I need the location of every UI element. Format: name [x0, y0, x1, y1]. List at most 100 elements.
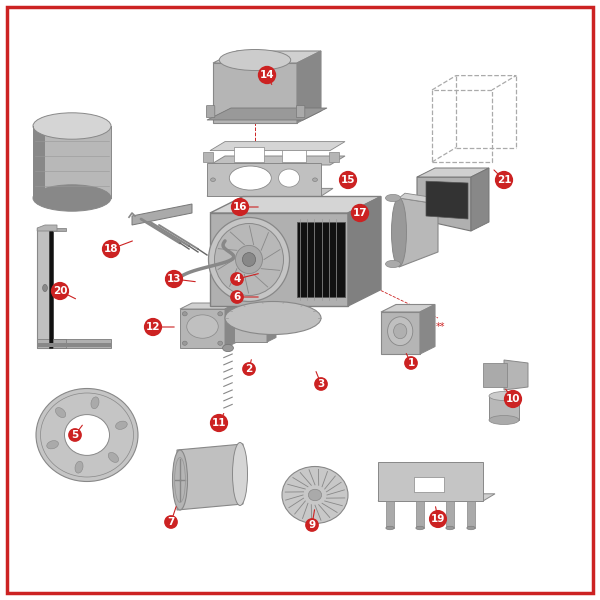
- Polygon shape: [399, 193, 444, 204]
- Ellipse shape: [209, 217, 290, 301]
- Ellipse shape: [386, 526, 394, 530]
- Text: 21: 21: [497, 175, 511, 185]
- Polygon shape: [37, 225, 57, 231]
- Text: 5: 5: [71, 430, 79, 440]
- Polygon shape: [33, 126, 44, 198]
- Polygon shape: [483, 363, 507, 387]
- Text: 12: 12: [146, 322, 160, 332]
- FancyBboxPatch shape: [203, 152, 214, 163]
- Polygon shape: [37, 343, 111, 347]
- Polygon shape: [420, 304, 435, 354]
- Polygon shape: [177, 444, 243, 510]
- Text: 14: 14: [260, 70, 274, 80]
- Text: 3: 3: [317, 379, 325, 389]
- Text: 10: 10: [506, 394, 520, 404]
- Text: 1: 1: [407, 358, 415, 368]
- Ellipse shape: [43, 284, 47, 292]
- Text: 18: 18: [104, 244, 118, 254]
- Ellipse shape: [75, 461, 83, 473]
- Text: 15: 15: [341, 175, 355, 185]
- Polygon shape: [180, 309, 225, 348]
- Polygon shape: [348, 196, 381, 306]
- Ellipse shape: [278, 169, 299, 187]
- Ellipse shape: [386, 194, 401, 202]
- Ellipse shape: [394, 324, 407, 338]
- Text: 2: 2: [245, 364, 253, 374]
- Polygon shape: [213, 51, 321, 63]
- Ellipse shape: [467, 526, 475, 530]
- Polygon shape: [381, 312, 420, 354]
- Polygon shape: [381, 304, 435, 312]
- Ellipse shape: [388, 317, 413, 346]
- Polygon shape: [37, 228, 51, 348]
- Polygon shape: [210, 213, 348, 306]
- Ellipse shape: [225, 301, 321, 335]
- Polygon shape: [417, 168, 489, 177]
- Ellipse shape: [218, 341, 223, 345]
- Text: 11: 11: [212, 418, 226, 428]
- Ellipse shape: [386, 260, 401, 268]
- Ellipse shape: [36, 389, 138, 481]
- Text: 7: 7: [167, 517, 175, 527]
- Text: 20: 20: [53, 286, 67, 296]
- Ellipse shape: [313, 178, 317, 181]
- Polygon shape: [399, 198, 438, 267]
- Ellipse shape: [308, 490, 322, 500]
- Text: 6: 6: [233, 292, 241, 302]
- Ellipse shape: [218, 312, 223, 316]
- Text: 16: 16: [233, 202, 247, 212]
- Ellipse shape: [108, 452, 119, 463]
- Ellipse shape: [215, 223, 284, 295]
- FancyBboxPatch shape: [296, 106, 305, 118]
- Polygon shape: [426, 181, 468, 219]
- Polygon shape: [210, 196, 381, 213]
- Polygon shape: [53, 228, 66, 231]
- Polygon shape: [210, 142, 345, 151]
- Ellipse shape: [235, 245, 263, 274]
- Polygon shape: [297, 51, 321, 123]
- Polygon shape: [180, 303, 237, 309]
- Polygon shape: [504, 360, 528, 390]
- Polygon shape: [467, 501, 475, 528]
- Polygon shape: [386, 501, 394, 528]
- Polygon shape: [225, 303, 237, 348]
- Polygon shape: [471, 168, 489, 231]
- Ellipse shape: [282, 467, 348, 523]
- Ellipse shape: [33, 113, 111, 139]
- Ellipse shape: [211, 178, 215, 181]
- Polygon shape: [53, 339, 66, 348]
- Polygon shape: [234, 312, 267, 342]
- Polygon shape: [378, 494, 495, 501]
- Text: 13: 13: [167, 274, 181, 284]
- Polygon shape: [282, 150, 306, 162]
- Polygon shape: [210, 156, 345, 165]
- Polygon shape: [446, 501, 454, 528]
- Polygon shape: [416, 501, 424, 528]
- Ellipse shape: [182, 341, 187, 345]
- Ellipse shape: [392, 197, 407, 266]
- Ellipse shape: [220, 49, 290, 70]
- Ellipse shape: [229, 166, 271, 190]
- Polygon shape: [49, 228, 53, 348]
- Ellipse shape: [91, 397, 99, 409]
- Polygon shape: [234, 307, 276, 312]
- Polygon shape: [378, 462, 483, 501]
- Text: 19: 19: [431, 514, 445, 524]
- Polygon shape: [489, 396, 519, 420]
- Ellipse shape: [223, 344, 233, 352]
- FancyBboxPatch shape: [206, 106, 215, 118]
- Polygon shape: [417, 177, 471, 231]
- FancyBboxPatch shape: [329, 152, 340, 163]
- Polygon shape: [207, 163, 321, 196]
- Ellipse shape: [33, 185, 111, 211]
- Text: 9: 9: [308, 520, 316, 530]
- Ellipse shape: [416, 526, 424, 530]
- Ellipse shape: [47, 440, 58, 449]
- Polygon shape: [213, 63, 297, 123]
- Polygon shape: [207, 108, 327, 120]
- Text: 17: 17: [353, 208, 367, 218]
- Polygon shape: [132, 204, 192, 225]
- Polygon shape: [267, 307, 276, 342]
- Text: **: **: [436, 322, 446, 332]
- Polygon shape: [33, 126, 111, 198]
